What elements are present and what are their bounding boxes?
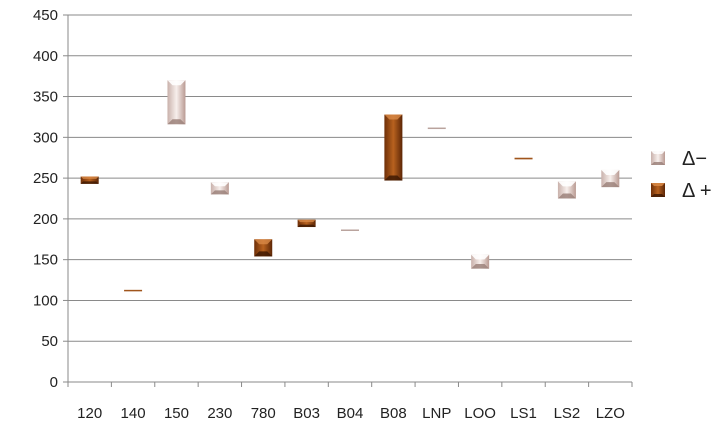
legend-label: Δ + (682, 180, 712, 202)
legend-swatch-bevel (651, 183, 665, 186)
box-bevel-top (471, 254, 490, 260)
increase-box (254, 239, 273, 257)
increase-box (514, 157, 533, 160)
x-tick-label: B08 (380, 405, 407, 422)
box-bevel-top (167, 80, 186, 86)
box-bevel-top (384, 114, 403, 120)
box-bevel-bottom (210, 190, 229, 195)
legend-swatch (651, 183, 665, 197)
increase-box (124, 289, 143, 292)
box-bevel-top (210, 182, 229, 187)
legend-swatch-shade (651, 194, 665, 197)
x-tick-label: LS1 (510, 405, 537, 422)
box-body (384, 114, 403, 181)
y-tick-label: 200 (33, 211, 58, 228)
legend-item: Δ− (651, 148, 707, 170)
tick-labels: 0 50 100 150 200 250 300 350 400 450 120 140 150 230 7… (33, 7, 625, 422)
box-body (167, 80, 186, 125)
box-body (80, 176, 99, 184)
data-boxes (80, 80, 620, 292)
box-bevel-bottom (80, 181, 99, 184)
legend-swatch-bevel (651, 151, 665, 154)
x-tick-label: LZO (596, 405, 625, 422)
box-bevel-bottom (471, 264, 490, 269)
legend-label: Δ− (682, 148, 707, 170)
y-tick-label: 150 (33, 252, 58, 269)
decrease-box (210, 182, 229, 195)
increase-box (80, 176, 99, 184)
x-tick-label: LOO (464, 405, 496, 422)
box-bevel-bottom (557, 193, 576, 199)
gridlines (68, 14, 632, 342)
box-bevel-bottom (384, 175, 403, 181)
box-bevel-bottom (297, 224, 316, 228)
box-bevel-top (557, 181, 576, 187)
x-tick-label: 150 (164, 405, 189, 422)
y-tick-label: 400 (33, 48, 58, 65)
legend-item: Δ + (651, 180, 712, 202)
decrease-box (341, 229, 359, 231)
x-tick-label: 140 (121, 405, 146, 422)
box-flat (427, 127, 446, 130)
y-tick-label: 300 (33, 129, 58, 146)
increase-box (297, 219, 316, 228)
box-bevel-bottom (254, 251, 273, 257)
x-tick-label: B04 (337, 405, 364, 422)
box-bevel-top (601, 169, 620, 175)
box-flat (514, 157, 533, 160)
y-tick-label: 50 (41, 333, 58, 350)
box-flat (124, 289, 143, 292)
decrease-box (557, 181, 576, 199)
legend-swatch (651, 151, 665, 165)
box-bevel-top (80, 176, 99, 179)
x-tick-label: B03 (293, 405, 320, 422)
decrease-box (471, 254, 490, 269)
x-tick-label: 120 (77, 405, 102, 422)
y-tick-label: 450 (33, 7, 58, 24)
box-flat (341, 229, 359, 231)
increase-box (384, 114, 403, 181)
box-body (297, 219, 316, 228)
box-bevel-top (254, 239, 273, 245)
legend: Δ− Δ + (651, 148, 712, 202)
decrease-box (167, 80, 186, 125)
box-bevel-bottom (601, 182, 620, 188)
decrease-box (427, 127, 446, 130)
box-bevel-bottom (167, 119, 186, 125)
y-tick-label: 250 (33, 170, 58, 187)
y-tick-label: 100 (33, 292, 58, 309)
decrease-box (601, 169, 620, 188)
x-tick-label: LNP (422, 405, 451, 422)
box-bevel-top (297, 219, 316, 223)
y-tick-label: 350 (33, 89, 58, 106)
y-tick-label: 0 (50, 374, 58, 391)
x-tick-label: 780 (251, 405, 276, 422)
x-tick-label: LS2 (554, 405, 581, 422)
axes (63, 14, 633, 387)
legend-swatch-shade (651, 162, 665, 165)
x-tick-label: 230 (207, 405, 232, 422)
